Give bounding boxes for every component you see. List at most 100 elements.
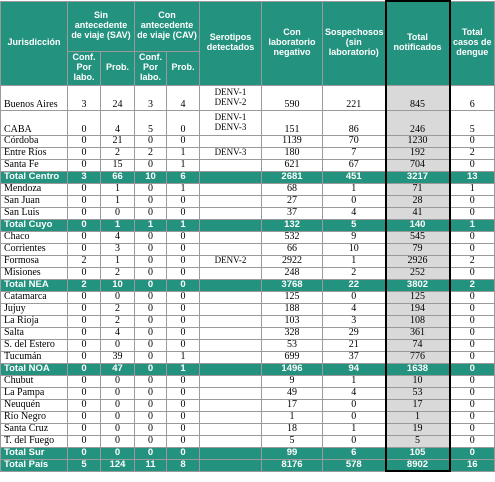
sospechosos-cell: 5 xyxy=(322,218,386,232)
con-laboratorio-cell: 1 xyxy=(261,410,323,424)
total-notificados-cell: 105 xyxy=(384,446,451,460)
sospechosos-cell: 0 xyxy=(322,194,386,208)
jurisdiccion-cell: Salta xyxy=(0,326,68,340)
table-row: Catamarca 0 0 0 0 125 0 125 0 xyxy=(0,290,495,304)
total-notificados-cell: 71 xyxy=(384,182,451,196)
total-notificados-cell: 194 xyxy=(384,302,451,316)
serotipo-label: DENV-1 xyxy=(214,112,247,123)
sav-prob-cell: 0 xyxy=(100,446,135,460)
header-jurisdiccion: Jurisdicción xyxy=(0,0,68,86)
header-cav: Con antecedente de viaje (CAV) xyxy=(134,0,200,52)
cav-conf-cell: 0 xyxy=(134,362,167,376)
cav-prob-cell: 0 xyxy=(166,194,200,208)
header-con-laboratorio: Con laboratorio negativo xyxy=(261,0,323,86)
total-row: Total NOA 0 47 0 1 1496 94 1638 0 xyxy=(0,362,495,376)
serotipos-cell xyxy=(199,278,262,292)
total-dengue-cell: 0 xyxy=(449,410,495,424)
cav-conf-cell: 0 xyxy=(134,422,167,436)
cav-prob-cell: 8 xyxy=(166,458,200,472)
cav-conf-cell: 0 xyxy=(134,446,167,460)
total-dengue-cell: 0 xyxy=(449,338,495,352)
sav-prob-cell: 24 xyxy=(100,84,135,111)
total-notificados-cell: 79 xyxy=(384,242,451,256)
cav-conf-cell: 2 xyxy=(134,146,167,160)
con-laboratorio-cell: 132 xyxy=(261,218,323,232)
jurisdiccion-cell: San Luis xyxy=(0,206,68,220)
total-notificados-cell: 1638 xyxy=(384,362,451,376)
serotipos-cell xyxy=(199,302,262,316)
total-notificados-cell: 10 xyxy=(384,374,451,388)
total-dengue-cell: 2 xyxy=(449,146,495,160)
sospechosos-cell: 4 xyxy=(322,302,386,316)
sospechosos-cell: 86 xyxy=(322,109,386,136)
table-row: Chaco 0 4 0 0 532 9 545 0 xyxy=(0,230,495,244)
con-laboratorio-cell: 151 xyxy=(261,109,323,136)
total-dengue-cell: 0 xyxy=(449,266,495,280)
serotipos-cell xyxy=(199,398,262,412)
sospechosos-cell: 0 xyxy=(322,398,386,412)
cav-conf-cell: 0 xyxy=(134,350,167,364)
total-dengue-cell: 0 xyxy=(449,446,495,460)
total-notificados-cell: 192 xyxy=(384,146,451,160)
cav-prob-cell: 0 xyxy=(166,254,200,268)
cav-prob-cell: 0 xyxy=(166,314,200,328)
table-row: Misiones 0 2 0 0 248 2 252 0 xyxy=(0,266,495,280)
jurisdiccion-cell: S. del Estero xyxy=(0,338,68,352)
sav-conf-cell: 0 xyxy=(67,350,101,364)
con-laboratorio-cell: 1139 xyxy=(261,134,323,148)
sav-conf-cell: 0 xyxy=(67,374,101,388)
cav-conf-cell: 0 xyxy=(134,278,167,292)
sav-conf-cell: 0 xyxy=(67,434,101,448)
serotipos-cell xyxy=(199,290,262,304)
header-cav-conf: Conf. Por labo. xyxy=(134,50,167,86)
sospechosos-cell: 6 xyxy=(322,446,386,460)
jurisdiccion-cell: La Rioja xyxy=(0,314,68,328)
total-notificados-cell: 53 xyxy=(384,386,451,400)
total-notificados-cell: 246 xyxy=(384,109,451,136)
con-laboratorio-cell: 1496 xyxy=(261,362,323,376)
total-dengue-cell: 2 xyxy=(449,254,495,268)
con-laboratorio-cell: 37 xyxy=(261,206,323,220)
serotipos-cell xyxy=(199,350,262,364)
cav-prob-cell: 0 xyxy=(166,290,200,304)
serotipos-cell xyxy=(199,266,262,280)
sospechosos-cell: 1 xyxy=(322,422,386,436)
total-dengue-cell: 0 xyxy=(449,434,495,448)
table-row: San Juan 0 1 0 0 27 0 28 0 xyxy=(0,194,495,208)
con-laboratorio-cell: 188 xyxy=(261,302,323,316)
total-dengue-cell: 1 xyxy=(449,182,495,196)
sospechosos-cell: 70 xyxy=(322,134,386,148)
serotipos-cell xyxy=(199,218,262,232)
sav-prob-cell: 2 xyxy=(100,266,135,280)
total-dengue-cell: 0 xyxy=(449,398,495,412)
cav-conf-cell: 10 xyxy=(134,170,167,184)
serotipos-cell xyxy=(199,434,262,448)
serotipos-cell: DENV-1 DENV-2 xyxy=(199,84,262,111)
sav-prob-cell: 0 xyxy=(100,386,135,400)
sav-conf-cell: 0 xyxy=(67,158,101,172)
jurisdiccion-cell: Total NEA xyxy=(0,278,68,292)
sav-conf-cell: 0 xyxy=(67,422,101,436)
total-dengue-cell: 0 xyxy=(449,362,495,376)
header-sav-prob: Prob. xyxy=(100,50,135,86)
jurisdiccion-cell: Tucumán xyxy=(0,350,68,364)
cav-conf-cell: 3 xyxy=(134,84,167,111)
total-dengue-cell: 0 xyxy=(449,230,495,244)
header-cav-prob: Prob. xyxy=(166,50,200,86)
con-laboratorio-cell: 17 xyxy=(261,398,323,412)
serotipos-cell: DENV-2 xyxy=(199,254,262,268)
cav-conf-cell: 0 xyxy=(134,230,167,244)
cav-prob-cell: 0 xyxy=(166,242,200,256)
sospechosos-cell: 9 xyxy=(322,230,386,244)
cav-prob-cell: 1 xyxy=(166,362,200,376)
jurisdiccion-cell: Chubut xyxy=(0,374,68,388)
header-total-dengue: Total casos de dengue xyxy=(449,0,495,86)
sospechosos-cell: 0 xyxy=(322,410,386,424)
total-notificados-cell: 19 xyxy=(384,422,451,436)
cav-conf-cell: 0 xyxy=(134,326,167,340)
con-laboratorio-cell: 5 xyxy=(261,434,323,448)
sav-conf-cell: 2 xyxy=(67,254,101,268)
serotipos-cell xyxy=(199,410,262,424)
cav-prob-cell: 1 xyxy=(166,158,200,172)
total-notificados-cell: 3802 xyxy=(384,278,451,292)
